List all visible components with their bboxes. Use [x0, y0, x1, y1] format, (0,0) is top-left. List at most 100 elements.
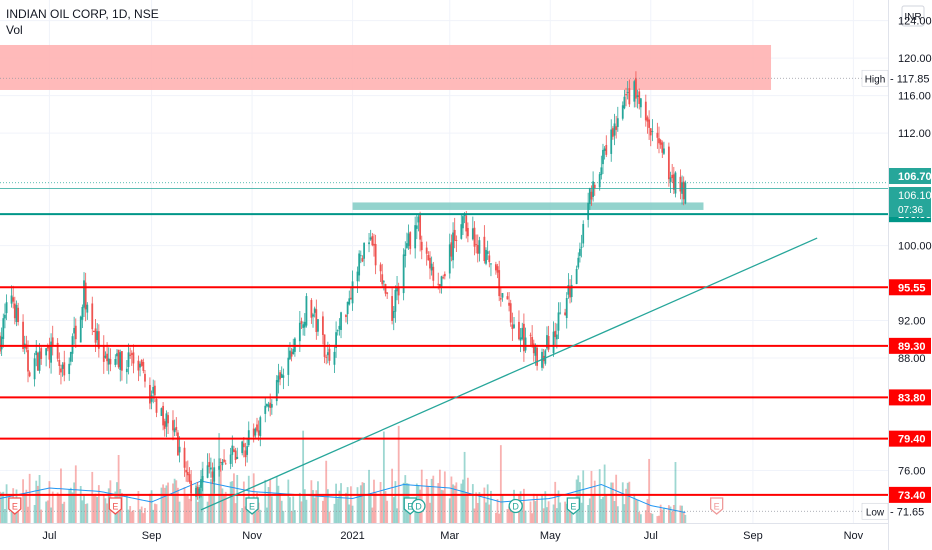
time-axis[interactable]: Jul Sep Nov 2021 Mar May Jul Sep Nov [0, 523, 888, 550]
candle-body [358, 253, 361, 276]
level-tag-89.30[interactable]: 89.30 [889, 337, 931, 354]
x-tick-label: Jul [42, 530, 56, 542]
low-tag[interactable]: Low - 71.65 [861, 502, 931, 520]
candle-body [356, 271, 359, 282]
level-tag-73.40[interactable]: 73.40 [889, 486, 931, 503]
volume-bar [79, 486, 82, 523]
dividend-icon[interactable] [508, 498, 523, 514]
horizontal-levels[interactable] [0, 77, 888, 512]
volume-bar [40, 509, 43, 523]
candle-body [465, 215, 468, 232]
volume-bar [165, 485, 168, 523]
breakout-zone[interactable] [352, 202, 704, 210]
price-tag-106-70-bg [889, 168, 931, 184]
volume-bar [277, 485, 280, 523]
candle-body [63, 362, 66, 376]
event-marker-e[interactable]: E [245, 497, 259, 515]
volume-bar [508, 506, 510, 523]
event-marker-e[interactable]: E [710, 497, 724, 515]
volume-bar [494, 512, 497, 523]
candle-body [466, 227, 469, 237]
volume-bar [590, 470, 593, 523]
y-tick-label: 100.00 [898, 241, 932, 253]
candle-body [427, 255, 430, 261]
price-tag-106-70[interactable]: 106.70 [889, 168, 932, 184]
volume-bar [153, 503, 156, 523]
candle-body [633, 81, 636, 102]
earnings-icon[interactable] [108, 497, 122, 515]
candle-body [570, 284, 573, 298]
candle-body [211, 471, 214, 478]
volume-bar [569, 503, 571, 523]
price-tag-current[interactable]: 106.10 07:36 [889, 187, 932, 217]
earnings-icon[interactable] [245, 497, 259, 515]
volume-bar [38, 475, 41, 523]
candle-body [452, 232, 454, 261]
volume-bar [129, 506, 132, 523]
candle-body [132, 352, 135, 364]
event-marker-d[interactable]: D [411, 498, 426, 514]
volume-indicator-label[interactable]: Vol [6, 23, 23, 37]
volume-bar [162, 484, 165, 523]
currency-button[interactable]: INR [901, 5, 925, 27]
trendline[interactable] [200, 237, 818, 511]
candle-body [371, 236, 374, 246]
candle-body [567, 285, 570, 295]
volume-bar [638, 512, 641, 523]
candle-body [303, 321, 306, 328]
volume-bar [208, 495, 211, 523]
volume-bar [396, 508, 398, 523]
volume-bar [635, 498, 637, 523]
volume-bar [177, 487, 179, 523]
candle-body [544, 350, 547, 364]
event-marker-label: E [570, 502, 576, 512]
candle-body [621, 105, 624, 119]
volume-bar [287, 479, 290, 523]
candle-body [638, 91, 641, 104]
candle-body [241, 441, 244, 454]
dividend-icon[interactable] [411, 498, 426, 514]
candle-body [415, 225, 418, 229]
candle-body [639, 98, 642, 108]
trendline-layer[interactable] [200, 237, 818, 511]
candle-body [667, 146, 670, 180]
event-marker-e[interactable]: E [566, 497, 580, 515]
earnings-icon[interactable] [710, 497, 724, 515]
candle-body [213, 467, 216, 482]
candle-body [269, 402, 272, 408]
level-tag-79.40[interactable]: 79.40 [889, 430, 931, 447]
volume-bar [471, 484, 474, 523]
candle-body [521, 327, 524, 339]
candle-body [150, 395, 153, 402]
event-marker-e[interactable]: E [108, 497, 122, 515]
resistance-zone[interactable] [0, 44, 772, 90]
earnings-icon[interactable] [566, 497, 580, 515]
high-tag-value-bg [889, 70, 931, 87]
level-tag-95.55[interactable]: 95.55 [889, 279, 931, 296]
volume-bar [490, 490, 492, 523]
event-marker-e[interactable]: E [8, 497, 22, 515]
candle-body [384, 283, 387, 294]
candle-body [406, 243, 408, 248]
candle-body [69, 352, 72, 362]
candle-body [396, 286, 398, 292]
candle-body [50, 341, 52, 363]
candle-body [338, 325, 341, 330]
event-marker-d[interactable]: D [508, 498, 523, 514]
candle-body [160, 408, 163, 416]
candle-body [519, 337, 522, 341]
high-tag[interactable]: High - 117.85 [861, 69, 931, 87]
y-tick-label: 120.00 [898, 53, 932, 65]
candle-body [219, 462, 222, 463]
candle-body [206, 465, 209, 478]
volume-bar [163, 487, 166, 523]
volume-bar [68, 489, 71, 523]
candle-body [450, 242, 453, 257]
earnings-icon[interactable] [8, 497, 22, 515]
candle-body [195, 487, 197, 497]
volume-bar [200, 481, 202, 523]
level-tag-83.80[interactable]: 83.80 [889, 389, 931, 406]
